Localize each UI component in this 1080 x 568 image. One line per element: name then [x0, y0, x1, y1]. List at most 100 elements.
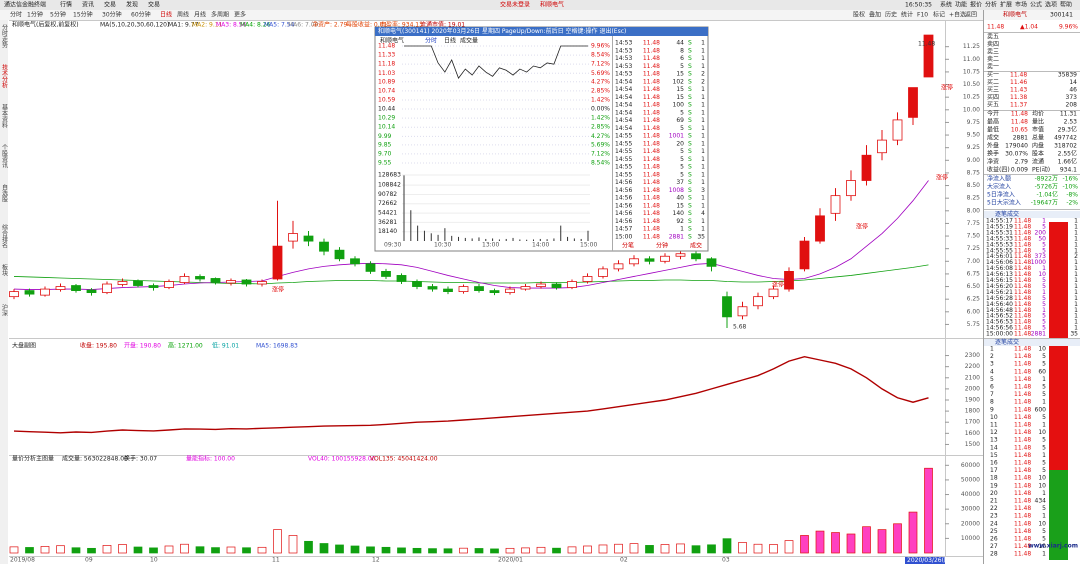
menu-item[interactable]: 扩展 — [1000, 1, 1012, 9]
y-tick-label: 11.25 — [963, 43, 980, 50]
side-tab[interactable]: 基本资料 — [1, 103, 8, 129]
menu-item[interactable]: 市场 — [1015, 1, 1027, 9]
menu-item[interactable]: 分析 — [985, 1, 997, 9]
menu-item[interactable]: 交易 — [104, 1, 116, 9]
menu-item[interactable]: 帮助 — [1060, 1, 1072, 9]
tick-time: 14:55 — [615, 156, 632, 163]
period-tab[interactable]: 5分钟 — [50, 11, 66, 19]
menu-item[interactable]: 公式 — [1030, 1, 1042, 9]
period-tab[interactable]: 月线 — [194, 11, 206, 19]
tick-volume: 5 — [680, 125, 684, 132]
volume-bar — [9, 546, 19, 554]
menu-item[interactable]: 报价 — [970, 1, 982, 9]
period-tab[interactable]: 分时 — [10, 11, 22, 19]
trade-time: 14:55:31 — [986, 229, 1013, 236]
level-price: 11.48 — [1014, 513, 1031, 520]
bid-label: 买四 — [987, 93, 999, 101]
tick-side: S — [688, 233, 692, 240]
period-tab[interactable]: 30分钟 — [102, 11, 122, 19]
tool-button[interactable]: 统计 — [901, 11, 913, 19]
menu-item[interactable]: 发现 — [126, 1, 138, 9]
trade-time: 14:55:55 — [986, 247, 1013, 254]
tick-count: 1 — [701, 140, 705, 147]
y-tick-label: 5.75 — [967, 321, 981, 328]
volume-bar — [893, 523, 902, 554]
volume-bar — [319, 543, 329, 554]
tick-price: 11.48 — [643, 202, 660, 209]
bid-price: 11.43 — [1010, 87, 1027, 94]
level-volume: 1 — [1042, 551, 1046, 558]
menu-item[interactable]: 交易 — [148, 1, 160, 9]
pct-tick-label: 2.85% — [591, 87, 610, 94]
tool-button[interactable]: 股权 — [853, 11, 865, 19]
volume-bar — [40, 546, 50, 554]
trade-price: 11.48 — [1014, 241, 1031, 248]
tick-time: 14:54 — [615, 86, 632, 93]
side-tab[interactable]: 分时走势 — [1, 23, 8, 49]
period-tab[interactable]: 1分钟 — [27, 11, 43, 19]
y-tick-label: 20000 — [961, 520, 980, 527]
volume-bar — [800, 535, 809, 554]
popup-tab[interactable]: 分时 — [425, 37, 437, 45]
tool-button[interactable]: 标记 — [933, 11, 945, 19]
trade-volume: 200 — [1035, 229, 1047, 236]
tick-count: 1 — [701, 156, 705, 163]
period-tab[interactable]: 更多 — [234, 11, 246, 19]
popup-footer-tab[interactable]: 成交 — [690, 242, 702, 250]
tool-button[interactable]: F10 — [917, 12, 928, 19]
period-tab[interactable]: 60分钟 — [131, 11, 151, 19]
popup-tab[interactable]: 成交量 — [460, 37, 478, 45]
tool-button[interactable]: 叠加 — [869, 11, 881, 19]
popup-tab[interactable]: 日线 — [444, 37, 456, 45]
popup-footer-tab[interactable]: 分钟 — [656, 242, 668, 250]
tick-price: 11.48 — [643, 133, 660, 140]
popup-tab[interactable]: 和顺电气 — [380, 37, 404, 45]
popup-footer-tab[interactable]: 分笔 — [622, 242, 634, 250]
candle-body — [877, 139, 887, 154]
period-tab[interactable]: 日线 — [160, 11, 172, 19]
stat-label: 总量 — [1032, 134, 1044, 142]
stat-value: 318702 — [1054, 143, 1077, 150]
side-tab[interactable]: 综合排名 — [1, 223, 8, 249]
tick-volume: 44 — [676, 40, 684, 47]
side-tab[interactable]: 技术分析 — [1, 63, 8, 89]
tick-price: 11.48 — [643, 71, 660, 78]
ma-readout: MA1: 9.77 — [168, 22, 199, 29]
volume-bar — [691, 545, 701, 554]
menu-item[interactable]: 系统 — [940, 1, 952, 9]
period-tab[interactable]: 15分钟 — [73, 11, 93, 19]
volume-bar — [629, 543, 639, 554]
app-logo: 通达信金融终端 — [4, 1, 46, 9]
stock-code: 300141 — [1050, 12, 1073, 19]
menu-item[interactable]: 功能 — [955, 1, 967, 9]
tool-button[interactable]: +自选 — [949, 11, 966, 19]
volume-bar — [753, 543, 763, 554]
level-price: 11.48 — [1014, 368, 1031, 375]
side-tab[interactable]: 板块 — [1, 263, 8, 277]
tool-button[interactable]: 返回 — [965, 12, 977, 19]
tick-time: 14:54 — [615, 109, 632, 116]
menu-item[interactable]: 选项 — [1045, 1, 1057, 9]
level-index: 15 — [990, 452, 998, 459]
tick-volume: 5 — [680, 148, 684, 155]
period-tab[interactable]: 多周期 — [211, 11, 229, 19]
side-tab[interactable]: 沪深 — [1, 303, 8, 317]
menu-item[interactable]: 资讯 — [82, 1, 94, 9]
trade-volume: 1 — [1042, 289, 1046, 296]
menu-item[interactable]: 行情 — [60, 1, 72, 9]
y-tick-label: 6.50 — [967, 283, 981, 290]
side-tab[interactable]: 个股资讯 — [1, 144, 8, 169]
flow-label: 5日大宗流入 — [987, 199, 1021, 207]
stat-label: 均价 — [1032, 110, 1044, 118]
tick-price: 11.48 — [643, 210, 660, 217]
level-price: 11.48 — [1014, 376, 1031, 383]
volume-bar — [164, 545, 174, 554]
limit-up-tag: 涨停 — [772, 281, 784, 289]
side-tab[interactable]: 自选股 — [1, 183, 8, 203]
tool-button[interactable]: 历史 — [885, 11, 897, 19]
bid-volume: 35839 — [1058, 72, 1077, 79]
tick-price: 11.48 — [643, 226, 660, 233]
volume-bar — [195, 546, 205, 554]
period-tab[interactable]: 周线 — [177, 11, 189, 19]
trade-volume: 5 — [1042, 319, 1046, 326]
